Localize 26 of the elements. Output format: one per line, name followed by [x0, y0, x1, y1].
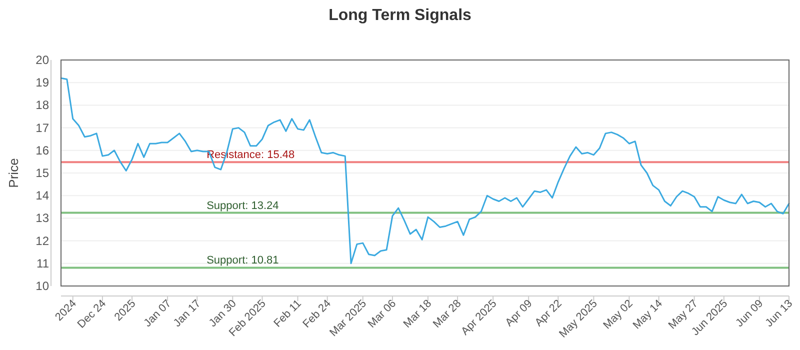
y-tick-label: 12 — [36, 234, 50, 248]
y-tick-label: 15 — [36, 166, 50, 180]
x-tick-label: Jan 07 — [142, 298, 174, 330]
x-tick-label: Jan 17 — [171, 298, 204, 330]
y-tick-label: 11 — [36, 256, 50, 270]
x-tick-label: Apr 22 — [532, 298, 564, 330]
y-axis-title: Price — [6, 158, 21, 188]
y-tick-label: 13 — [36, 211, 50, 226]
x-tick-label: Jun 09 — [734, 298, 766, 330]
y-tick-label: 10 — [36, 279, 50, 293]
y-tick-label: 17 — [36, 120, 50, 135]
y-tick-label: 16 — [36, 143, 50, 158]
chart-title: Long Term Signals — [328, 7, 472, 24]
x-tick-label: Dec 24 — [75, 298, 109, 331]
y-tick-label: 19 — [36, 76, 50, 90]
y-tick-label: 14 — [36, 188, 50, 203]
x-tick-label: Jun 13 — [763, 298, 796, 330]
x-tick-label: Mar 06 — [366, 298, 399, 330]
y-tick-label: 18 — [36, 98, 50, 112]
ref-line-label: Support: 13.24 — [206, 200, 279, 212]
line-series — [60, 77, 790, 264]
x-tick-label: May 14 — [630, 298, 665, 332]
x-tick-label: Apr 09 — [503, 298, 535, 330]
ref-line-label: Support: 10.81 — [206, 254, 279, 267]
y-tick-label: 20 — [36, 53, 50, 67]
x-tick-label: Mar 28 — [430, 298, 464, 330]
